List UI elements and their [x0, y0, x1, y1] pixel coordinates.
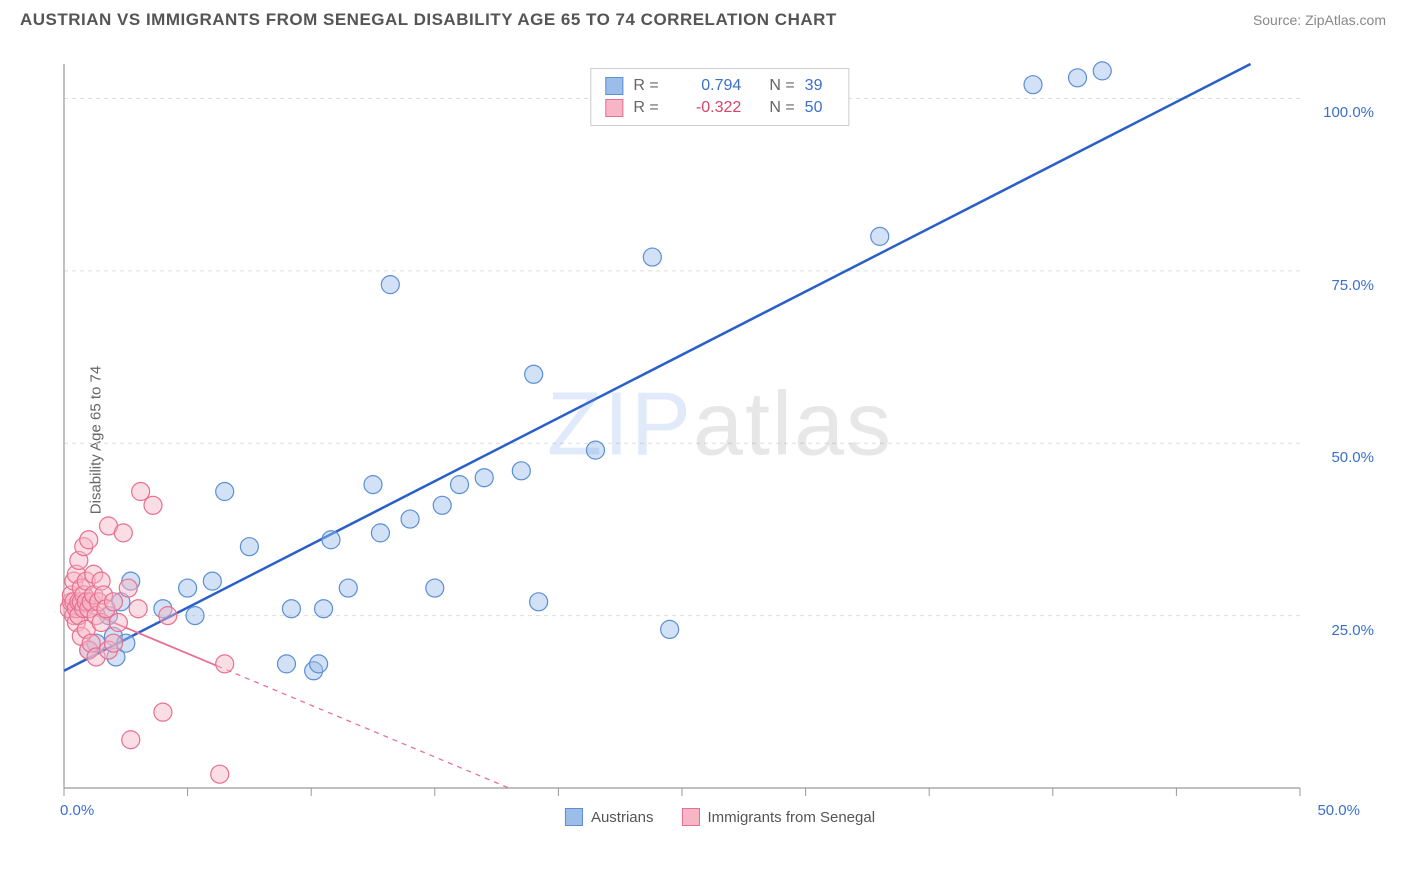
- x-tick-label: 0.0%: [60, 802, 94, 819]
- legend-item-senegal: Immigrants from Senegal: [681, 808, 875, 826]
- x-tick-label: 50.0%: [1317, 802, 1360, 819]
- chart-title: AUSTRIAN VS IMMIGRANTS FROM SENEGAL DISA…: [20, 10, 837, 30]
- swatch-senegal: [605, 99, 623, 117]
- series-legend: Austrians Immigrants from Senegal: [565, 808, 875, 826]
- y-tick-label: 75.0%: [1331, 277, 1374, 294]
- source-attribution: Source: ZipAtlas.com: [1253, 12, 1386, 28]
- chart-header: AUSTRIAN VS IMMIGRANTS FROM SENEGAL DISA…: [0, 0, 1406, 35]
- legend-swatch-austrians: [565, 808, 583, 826]
- n-value-austrians: 39: [805, 77, 835, 95]
- correlation-legend: R = 0.794 N = 39 R = -0.322 N = 50: [590, 68, 849, 126]
- legend-item-austrians: Austrians: [565, 808, 654, 826]
- r-label: R =: [633, 99, 661, 117]
- y-tick-label: 25.0%: [1331, 622, 1374, 639]
- r-value-austrians: 0.794: [671, 77, 741, 95]
- r-value-senegal: -0.322: [671, 99, 741, 117]
- n-label: N =: [769, 77, 794, 95]
- scatter-plot: [60, 60, 1380, 820]
- y-tick-label: 50.0%: [1331, 449, 1374, 466]
- legend-swatch-senegal: [681, 808, 699, 826]
- swatch-austrians: [605, 77, 623, 95]
- n-value-senegal: 50: [805, 99, 835, 117]
- correlation-row-austrians: R = 0.794 N = 39: [605, 75, 834, 97]
- legend-label-austrians: Austrians: [591, 809, 654, 826]
- n-label: N =: [769, 99, 794, 117]
- r-label: R =: [633, 77, 661, 95]
- correlation-row-senegal: R = -0.322 N = 50: [605, 97, 834, 119]
- legend-label-senegal: Immigrants from Senegal: [707, 809, 875, 826]
- chart-area: Disability Age 65 to 74 ZIPatlas R = 0.7…: [60, 60, 1380, 820]
- y-tick-label: 100.0%: [1323, 104, 1374, 121]
